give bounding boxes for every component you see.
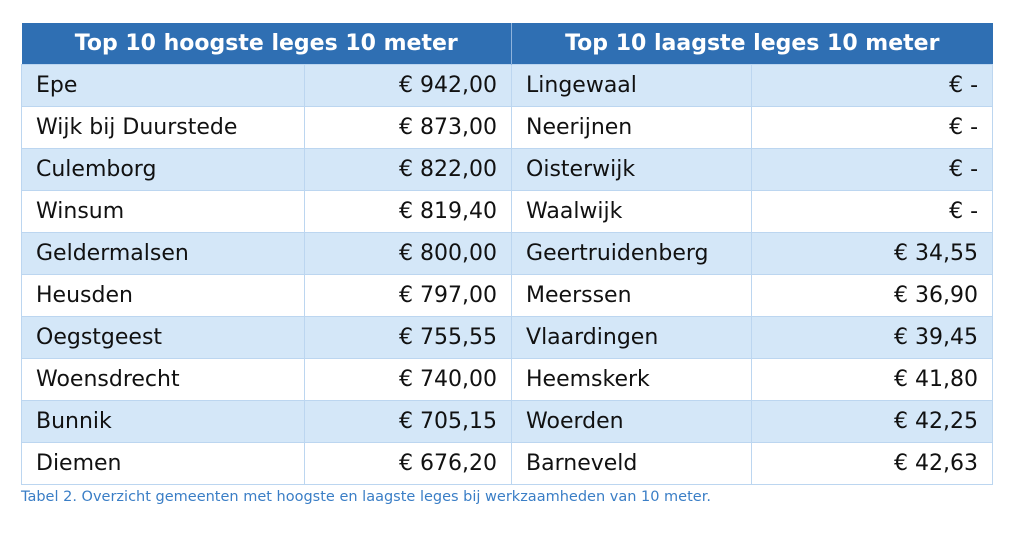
lowest-municipality-cell: Oisterwijk — [511, 148, 753, 191]
table-row: Wijk bij Duurstede € 873,00 Neerijnen € - — [21, 106, 994, 149]
highest-fee-cell: € 800,00 — [304, 232, 513, 275]
table-row: Winsum € 819,40 Waalwijk € - — [21, 190, 994, 233]
highest-municipality-cell: Oegstgeest — [21, 316, 305, 359]
lowest-fee-cell: € - — [751, 148, 994, 191]
table-caption: Tabel 2. Overzicht gemeenten met hoogste… — [21, 489, 711, 505]
lowest-municipality-cell: Barneveld — [511, 442, 753, 485]
lowest-municipality-cell: Geertruidenberg — [511, 232, 753, 275]
lowest-municipality-cell: Waalwijk — [511, 190, 753, 233]
highest-fee-cell: € 705,15 — [304, 400, 513, 443]
lowest-fee-cell: € 42,25 — [751, 400, 994, 443]
lowest-fee-cell: € 36,90 — [751, 274, 994, 317]
lowest-fee-cell: € 41,80 — [751, 358, 994, 401]
highest-fee-cell: € 755,55 — [304, 316, 513, 359]
lowest-fee-cell: € 42,63 — [751, 442, 994, 485]
highest-fee-cell: € 873,00 — [304, 106, 513, 149]
table-row: Heusden € 797,00 Meerssen € 36,90 — [21, 274, 994, 317]
lowest-municipality-cell: Heemskerk — [511, 358, 753, 401]
header-lowest: Top 10 laagste leges 10 meter — [511, 23, 993, 65]
leges-table: Top 10 hoogste leges 10 meter Top 10 laa… — [21, 23, 994, 485]
highest-municipality-cell: Epe — [21, 64, 305, 107]
highest-municipality-cell: Geldermalsen — [21, 232, 305, 275]
lowest-municipality-cell: Meerssen — [511, 274, 753, 317]
table-row: Bunnik € 705,15 Woerden € 42,25 — [21, 400, 994, 443]
lowest-municipality-cell: Lingewaal — [511, 64, 753, 107]
header-row: Top 10 hoogste leges 10 meter Top 10 laa… — [21, 23, 993, 65]
lowest-municipality-cell: Woerden — [511, 400, 753, 443]
highest-fee-cell: € 797,00 — [304, 274, 513, 317]
highest-municipality-cell: Woensdrecht — [21, 358, 305, 401]
highest-municipality-cell: Culemborg — [21, 148, 305, 191]
table-header: Top 10 hoogste leges 10 meter Top 10 laa… — [21, 23, 993, 65]
table-row: Geldermalsen € 800,00 Geertruidenberg € 34,… — [21, 232, 994, 275]
highest-municipality-cell: Winsum — [21, 190, 305, 233]
lowest-fee-cell: € 34,55 — [751, 232, 994, 275]
lowest-municipality-cell: Neerijnen — [511, 106, 753, 149]
table-row: Epe € 942,00 Lingewaal € - — [21, 64, 994, 107]
highest-municipality-cell: Bunnik — [21, 400, 305, 443]
lowest-fee-cell: € 39,45 — [751, 316, 994, 359]
lowest-fee-cell: € - — [751, 64, 994, 107]
table-row: Diemen € 676,20 Barneveld € 42,63 — [21, 442, 994, 485]
highest-municipality-cell: Wijk bij Duurstede — [21, 106, 305, 149]
table-body: Epe € 942,00 Lingewaal € - Wijk bij Duursted… — [21, 64, 994, 485]
highest-fee-cell: € 819,40 — [304, 190, 513, 233]
table-row: Culemborg € 822,00 Oisterwijk € - — [21, 148, 994, 191]
highest-municipality-cell: Heusden — [21, 274, 305, 317]
table-row: Woensdrecht € 740,00 Heemskerk € 41,80 — [21, 358, 994, 401]
header-highest: Top 10 hoogste leges 10 meter — [21, 23, 513, 65]
table-row: Oegstgeest € 755,55 Vlaardingen € 39,45 — [21, 316, 994, 359]
highest-fee-cell: € 740,00 — [304, 358, 513, 401]
highest-municipality-cell: Diemen — [21, 442, 305, 485]
highest-fee-cell: € 676,20 — [304, 442, 513, 485]
highest-fee-cell: € 942,00 — [304, 64, 513, 107]
highest-fee-cell: € 822,00 — [304, 148, 513, 191]
lowest-municipality-cell: Vlaardingen — [511, 316, 753, 359]
lowest-fee-cell: € - — [751, 190, 994, 233]
lowest-fee-cell: € - — [751, 106, 994, 149]
